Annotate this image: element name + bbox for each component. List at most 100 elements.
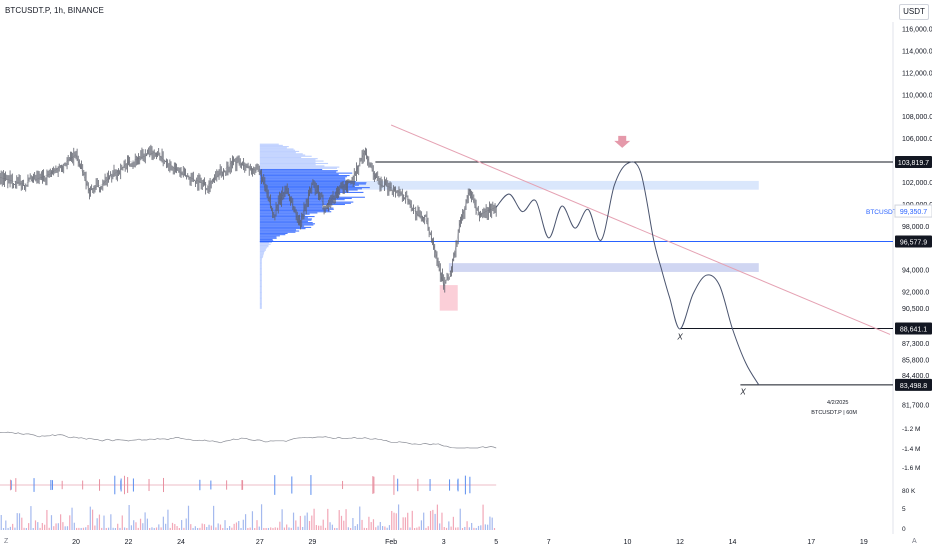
volume-profile-bar [259,217,308,219]
volume-bar [73,522,75,530]
volume-bar [352,517,354,530]
indicator-panes [0,431,497,530]
volume-bar [489,516,491,530]
price-zone [259,180,759,190]
volume-bar [384,526,386,530]
volume-profile-bar [259,272,262,274]
volume-profile-bar [259,194,339,196]
volume-bar [149,527,151,530]
annotation-symbol: BTCUSDT.P | 60M [811,410,857,416]
volume-profile-bar [259,282,262,284]
indicator2-tick: 80 K [902,488,916,495]
volume-profile-bar [259,298,262,300]
level-tag-label: 83,498.8 [900,383,927,390]
volume-profile-bar [259,265,262,267]
volume-bar [7,527,9,530]
volume-bar [110,514,112,530]
volume-profile-bar [259,193,341,195]
volume-profile-bar [259,266,262,268]
volume-bar [327,508,329,530]
volume-profile-bar [259,179,346,181]
volume-profile-bar [259,165,325,167]
volume-bar [311,515,313,530]
volume-bar [94,525,96,530]
volume-bar [297,526,299,530]
volume-bar [144,512,146,530]
volume-profile-bar [259,243,271,245]
volume-bar [302,527,304,530]
volume-profile-bar [259,143,279,145]
volume-profile-bar [259,257,263,259]
volume-bar [363,527,365,530]
volume-bar [416,527,418,530]
volume-bar [12,523,14,530]
volume-bar [37,522,39,530]
horizontal-levels [259,161,893,386]
volume-profile-bar [259,260,262,262]
volume-profile-bar [259,291,262,294]
timezone-corner-label[interactable]: Z [4,538,9,545]
volume-profile-bar [259,152,296,154]
volume-profile-bar [259,197,352,200]
volume-bar [64,526,66,530]
volume-bar [240,527,242,530]
volume-bar [53,526,55,530]
volume-bar [288,527,290,530]
x-tick-label: 20 [72,539,80,546]
volume-profile-bar [259,172,353,174]
volume-profile-bar [259,275,262,277]
volume-profile-bar [259,306,262,308]
volume-bar [304,515,306,530]
volume-bar [254,527,256,530]
volume-bar [368,516,370,530]
volume-bar [142,523,144,530]
volume-bar [9,526,11,530]
volume-bar [493,527,496,530]
volume-bar [18,513,21,530]
volume-bar [162,516,164,530]
volume-profile-bar [259,246,269,248]
volume-profile-bar [259,279,262,282]
volume-bar [190,524,192,530]
volume-bar [222,527,224,530]
volume-bar [306,512,308,530]
current-price-tag-label: 99,350.7 [900,209,927,216]
volume-bar [169,527,171,530]
volume-profile-bar [259,242,269,244]
volume-profile-bar [259,304,262,306]
volume-profile-bar [259,228,306,230]
volume-profile-bar [259,271,262,273]
volume-bar [103,515,105,530]
volume-bar [445,527,448,530]
volume-bar [381,526,384,530]
volume-bar [91,509,94,530]
volume-bar [366,527,368,530]
volume-bar [89,506,91,530]
volume-bar [464,526,466,530]
auto-scale-corner-label[interactable]: A [912,538,917,545]
volume-bar [98,514,101,530]
volume-profile-bar [259,261,262,263]
volume-bar [48,527,50,530]
volume-bar [146,518,148,530]
volume-bar [315,525,317,530]
volume-bar [28,523,30,530]
volume-bar [114,527,117,530]
volume-bar [80,527,82,530]
volume-bar [286,524,288,530]
volume-bar [318,525,320,530]
currency-unit-button[interactable]: USDT [899,4,929,20]
price-series-layer [0,144,497,293]
volume-profile-bar [259,259,262,261]
volume-bar [466,521,468,530]
volume-bar [484,524,486,530]
volume-bar [402,517,404,530]
volume-bar [194,526,196,530]
volume-bar [361,519,363,530]
volume-profile-bar [259,305,262,307]
volume-bar [471,522,473,530]
volume-profile-bar [259,155,312,157]
volume-bar [233,523,235,530]
volume-profile-bar [259,202,351,204]
